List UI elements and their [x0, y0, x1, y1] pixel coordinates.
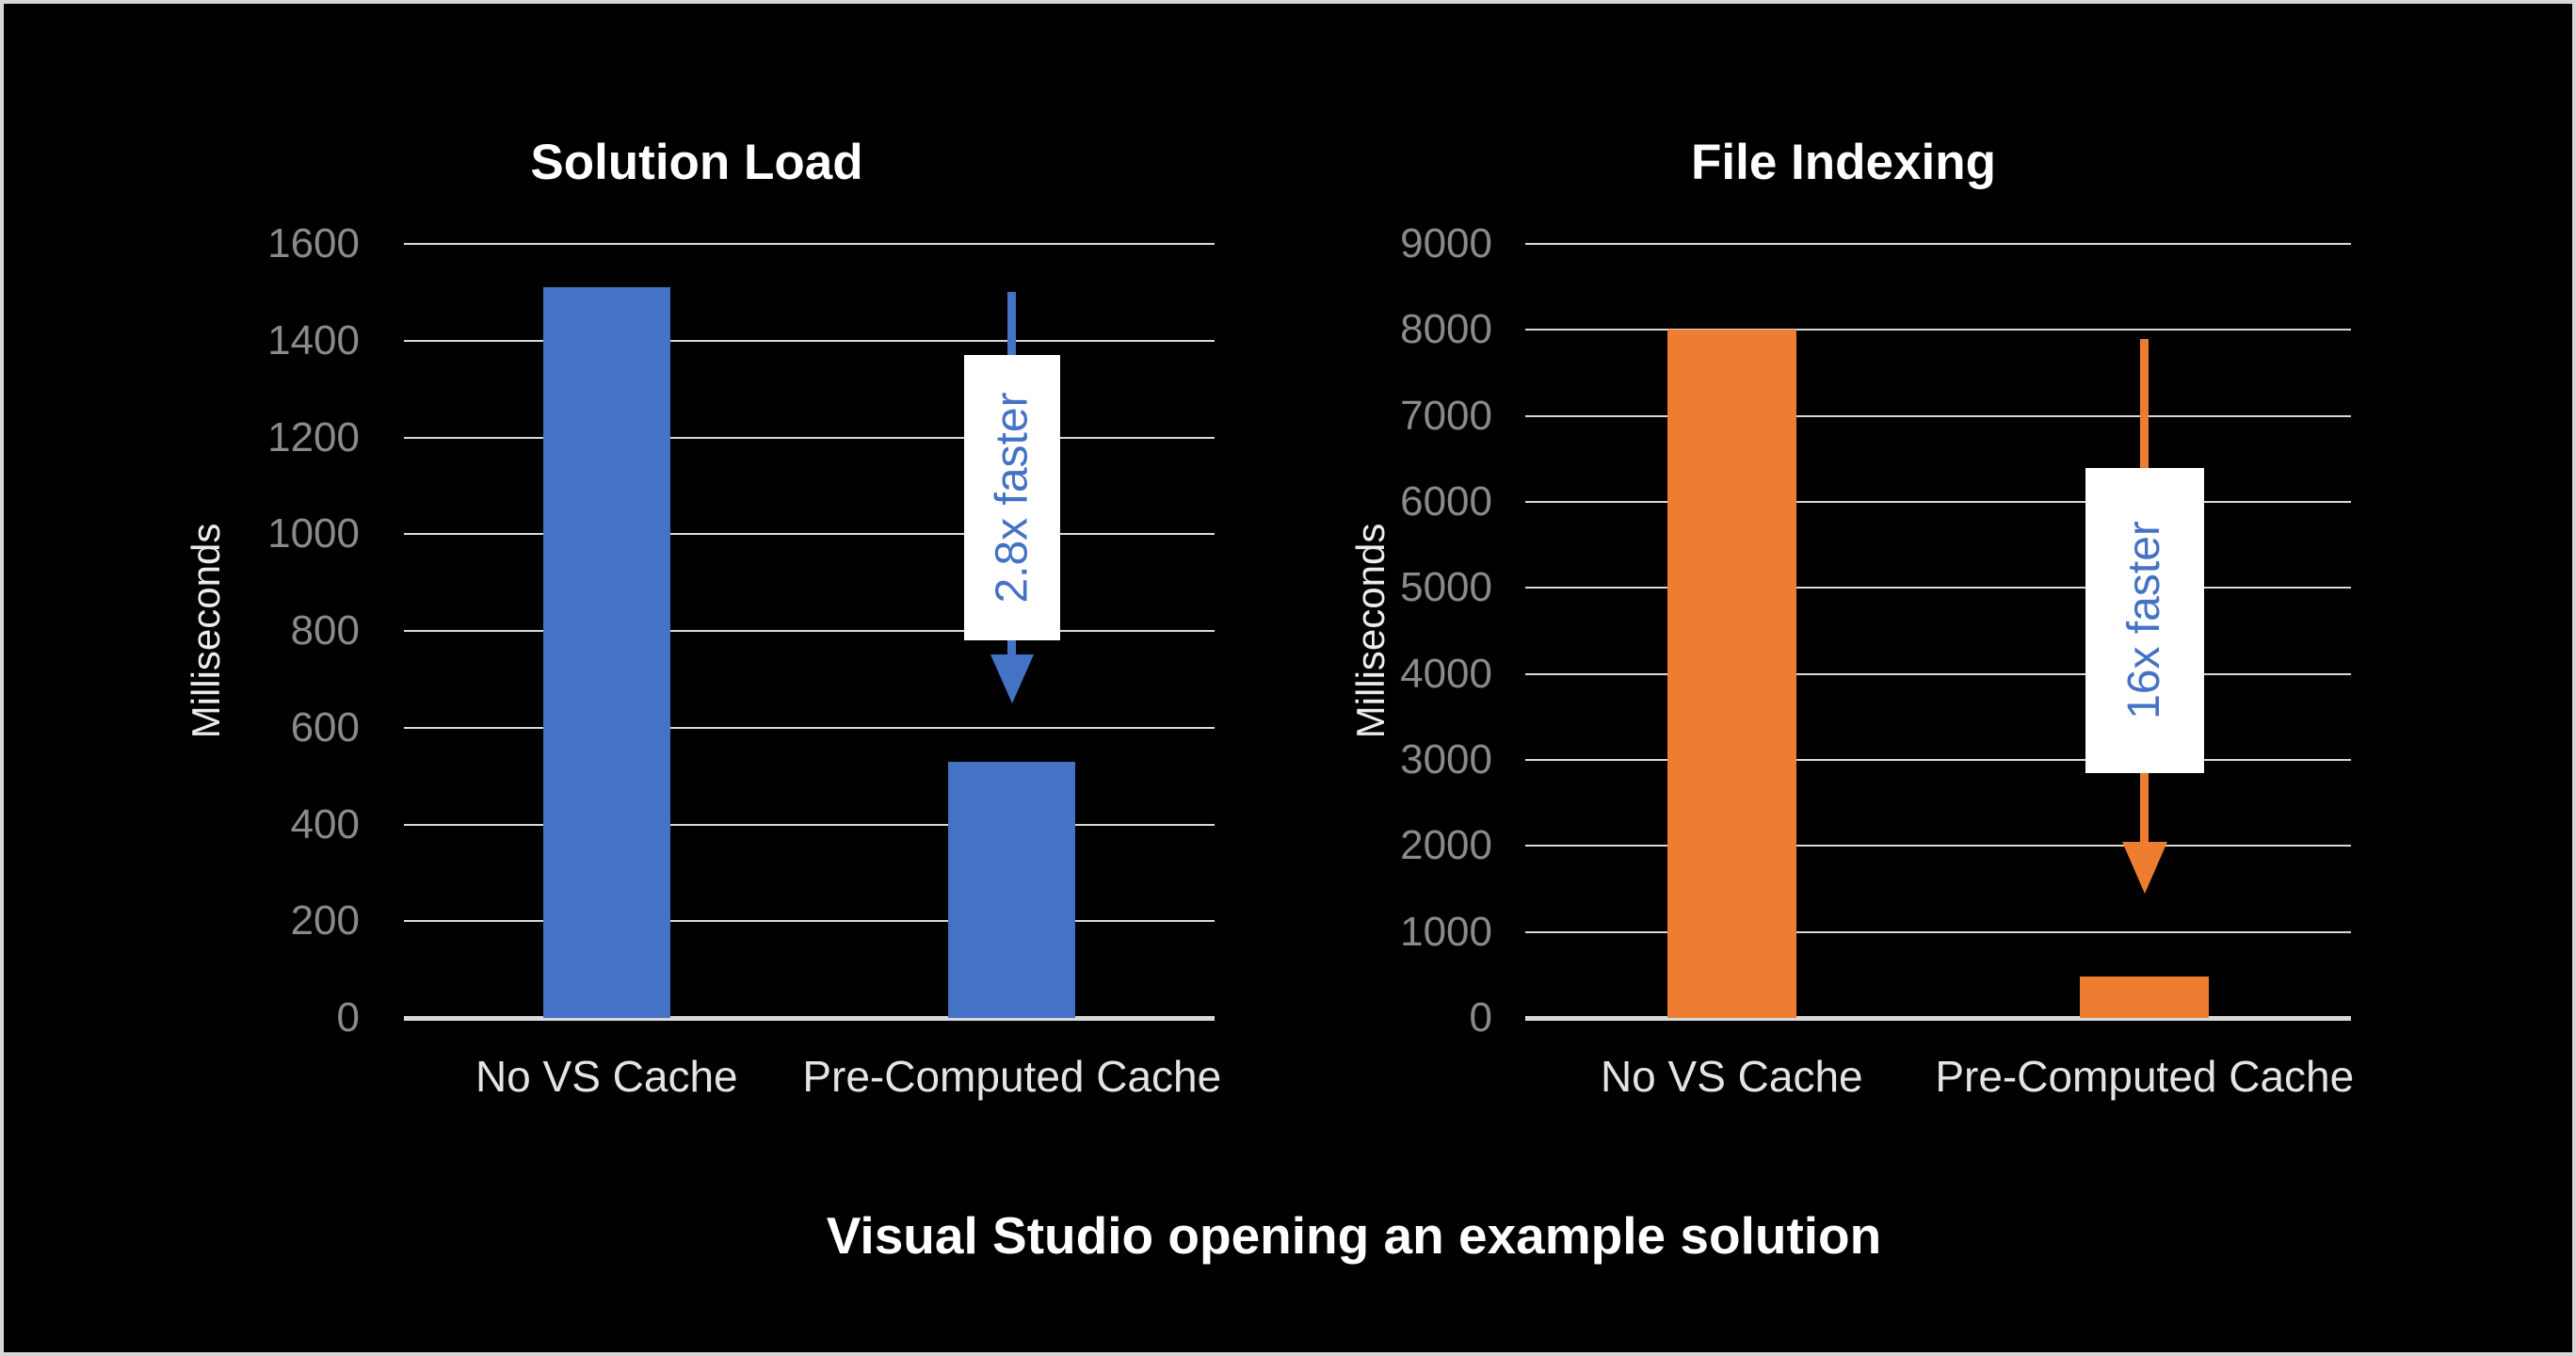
y-tick-label-4000: 4000 [1400, 650, 1492, 697]
gridline-6000 [1525, 501, 2351, 503]
y-tick-label-1000: 1000 [267, 510, 360, 557]
chart-file-indexing: File Indexing Milliseconds 9000 8000 7000 6… [4, 4, 2572, 1352]
y-tick-label-9000: 9000 [1400, 220, 1492, 266]
gridline-5000 [1525, 587, 2351, 589]
y-tick-label-6000: 6000 [1400, 478, 1492, 525]
category-label-pre-computed-cache: Pre-Computed Cache [802, 1052, 1222, 1101]
y-tick-label-400: 400 [290, 800, 360, 848]
annotation-label: 2.8x faster [987, 392, 1038, 604]
category-label-no-vs-cache: No VS Cache [1600, 1052, 1863, 1101]
y-axis-title-milliseconds: Milliseconds [1348, 523, 1393, 739]
y-tick-label-8000: 8000 [1400, 306, 1492, 353]
gridline-0 [1525, 1015, 2351, 1021]
y-tick-label-1200: 1200 [267, 413, 360, 460]
y-tick-label-800: 800 [290, 607, 360, 654]
y-tick-label-200: 200 [290, 897, 360, 944]
gridline-1000 [1525, 930, 2351, 933]
gridline-800 [404, 630, 1215, 632]
y-tick-label-3000: 3000 [1400, 736, 1492, 783]
gridline-1000 [404, 533, 1215, 536]
bar-no-vs-cache [1666, 330, 1796, 1018]
annotation-label: 16x faster [2119, 521, 2170, 719]
y-tick-label-7000: 7000 [1400, 392, 1492, 439]
category-label-no-vs-cache: No VS Cache [475, 1052, 738, 1101]
gridline-7000 [1525, 414, 2351, 417]
y-tick-label-600: 600 [290, 703, 360, 751]
y-tick-label-1400: 1400 [267, 316, 360, 363]
gridline-1400 [404, 339, 1215, 342]
chart-title-solution-load: Solution Load [530, 135, 863, 190]
y-tick-label-1600: 1600 [267, 220, 360, 266]
gridline-400 [404, 823, 1215, 826]
gridline-3000 [1525, 759, 2351, 761]
gridline-200 [404, 920, 1215, 923]
y-tick-label-2000: 2000 [1400, 822, 1492, 869]
annotation-arrow-head [2121, 841, 2167, 894]
annotation-box: 2.8x faster [963, 355, 1060, 641]
y-tick-label-0: 0 [1469, 994, 1492, 1041]
chart-title-file-indexing: File Indexing [1691, 135, 1996, 190]
caption: Visual Studio opening an example solutio… [826, 1206, 1882, 1265]
annotation-arrow-head [990, 654, 1034, 704]
gridline-4000 [1525, 672, 2351, 675]
bar-pre-computed-cache [2080, 977, 2210, 1018]
annotation-box: 16x faster [2085, 467, 2204, 773]
gridline-0 [404, 1015, 1215, 1021]
y-tick-label-5000: 5000 [1400, 564, 1492, 611]
y-tick-label-0: 0 [336, 994, 360, 1041]
gridline-8000 [1525, 329, 2351, 331]
bar-pre-computed-cache [948, 761, 1076, 1018]
chart-solution-load: Solution Load Milliseconds 1600 1400 1200 1… [4, 4, 2572, 1352]
gridline-9000 [1525, 243, 2351, 245]
bar-no-vs-cache [542, 287, 670, 1018]
gridline-1600 [404, 243, 1215, 245]
category-label-pre-computed-cache: Pre-Computed Cache [1935, 1052, 2355, 1101]
gridline-1200 [404, 436, 1215, 439]
gridline-2000 [1525, 845, 2351, 848]
y-tick-label-1000: 1000 [1400, 908, 1492, 955]
gridline-600 [404, 726, 1215, 729]
